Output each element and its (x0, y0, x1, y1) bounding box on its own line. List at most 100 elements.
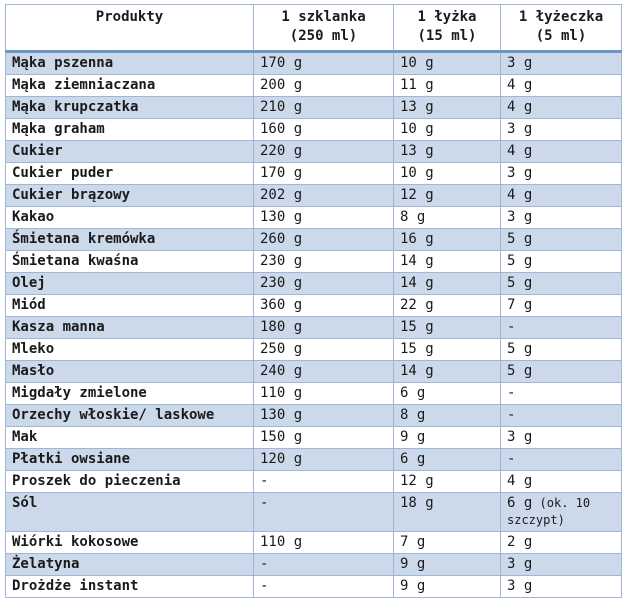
tea-cell: 4 g (500, 470, 622, 493)
tea-cell: - (500, 382, 622, 405)
tea-cell: 3 g (500, 553, 622, 576)
spoon-cell: 12 g (393, 470, 501, 493)
spoon-cell: 15 g (393, 338, 501, 361)
tea-cell: 7 g (500, 294, 622, 317)
product-cell: Wiórki kokosowe (5, 531, 254, 554)
cup-cell: - (253, 470, 394, 493)
cup-cell: 360 g (253, 294, 394, 317)
cup-cell: 110 g (253, 531, 394, 554)
product-cell: Kasza manna (5, 316, 254, 339)
product-cell: Mak (5, 426, 254, 449)
header-products: Produkty (5, 4, 254, 53)
tea-cell: 5 g (500, 250, 622, 273)
spoon-cell: 9 g (393, 553, 501, 576)
header-teaspoon: 1 łyżeczka (5 ml) (500, 4, 622, 53)
spoon-cell: 15 g (393, 316, 501, 339)
spoon-cell: 6 g (393, 448, 501, 471)
cup-cell: 110 g (253, 382, 394, 405)
product-cell: Cukier (5, 140, 254, 163)
tea-cell: 5 g (500, 228, 622, 251)
page: Produkty 1 szklanka (250 ml) 1 łyżka (15… (5, 4, 622, 598)
cup-cell: 250 g (253, 338, 394, 361)
cup-cell: 130 g (253, 206, 394, 229)
tea-cell: 3 g (500, 206, 622, 229)
cup-cell: 260 g (253, 228, 394, 251)
product-cell: Mąka graham (5, 118, 254, 141)
product-cell: Olej (5, 272, 254, 295)
spoon-cell: 8 g (393, 404, 501, 427)
tea-cell: 4 g (500, 140, 622, 163)
table-header: Produkty 1 szklanka (250 ml) 1 łyżka (15… (5, 4, 622, 53)
tea-cell: 3 g (500, 426, 622, 449)
spoon-cell: 22 g (393, 294, 501, 317)
cup-cell: 130 g (253, 404, 394, 427)
tea-cell: 6 g (ok. 10 szczypt) (500, 492, 622, 532)
cup-cell: 200 g (253, 74, 394, 97)
spoon-cell: 11 g (393, 74, 501, 97)
conversion-table: Produkty 1 szklanka (250 ml) 1 łyżka (15… (5, 4, 622, 598)
spoon-cell: 18 g (393, 492, 501, 532)
spoon-cell: 6 g (393, 382, 501, 405)
product-cell: Mąka ziemniaczana (5, 74, 254, 97)
spoon-cell: 8 g (393, 206, 501, 229)
header-cup-label: 1 szklanka (281, 9, 366, 25)
product-cell: Płatki owsiane (5, 448, 254, 471)
cup-cell: - (253, 553, 394, 576)
tea-cell: 3 g (500, 51, 622, 75)
spoon-cell: 9 g (393, 426, 501, 449)
tea-cell: 3 g (500, 575, 622, 598)
spoon-cell: 12 g (393, 184, 501, 207)
spoon-cell: 10 g (393, 162, 501, 185)
spoon-cell: 13 g (393, 96, 501, 119)
cup-cell: 230 g (253, 250, 394, 273)
header-row: Produkty 1 szklanka (250 ml) 1 łyżka (15… (5, 4, 622, 53)
product-cell: Śmietana kwaśna (5, 250, 254, 273)
cup-cell: 210 g (253, 96, 394, 119)
cup-cell: 220 g (253, 140, 394, 163)
spoon-cell: 14 g (393, 360, 501, 383)
spoon-cell: 14 g (393, 272, 501, 295)
product-cell: Kakao (5, 206, 254, 229)
tea-cell: - (500, 404, 622, 427)
header-tablespoon-label: 1 łyżka (417, 9, 477, 25)
header-tablespoon-volume: (15 ml) (417, 28, 477, 44)
product-cell: Żelatyna (5, 553, 254, 576)
header-teaspoon-label: 1 łyżeczka (518, 9, 604, 25)
cup-cell: 170 g (253, 162, 394, 185)
product-cell: Masło (5, 360, 254, 383)
spoon-cell: 9 g (393, 575, 501, 598)
cup-cell: 240 g (253, 360, 394, 383)
product-cell: Mąka pszenna (5, 51, 254, 75)
header-cup-volume: (250 ml) (289, 28, 358, 44)
cup-cell: - (253, 575, 394, 598)
spoon-cell: 13 g (393, 140, 501, 163)
cup-cell: 202 g (253, 184, 394, 207)
header-tablespoon: 1 łyżka (15 ml) (393, 4, 501, 53)
tea-cell: - (500, 448, 622, 471)
spoon-cell: 10 g (393, 51, 501, 75)
product-cell: Śmietana kremówka (5, 228, 254, 251)
product-cell: Cukier brązowy (5, 184, 254, 207)
tea-cell: 3 g (500, 162, 622, 185)
cup-cell: 120 g (253, 448, 394, 471)
tea-cell: 3 g (500, 118, 622, 141)
cup-cell: - (253, 492, 394, 532)
header-products-label: Produkty (95, 9, 164, 25)
cup-cell: 230 g (253, 272, 394, 295)
tea-cell: 4 g (500, 96, 622, 119)
